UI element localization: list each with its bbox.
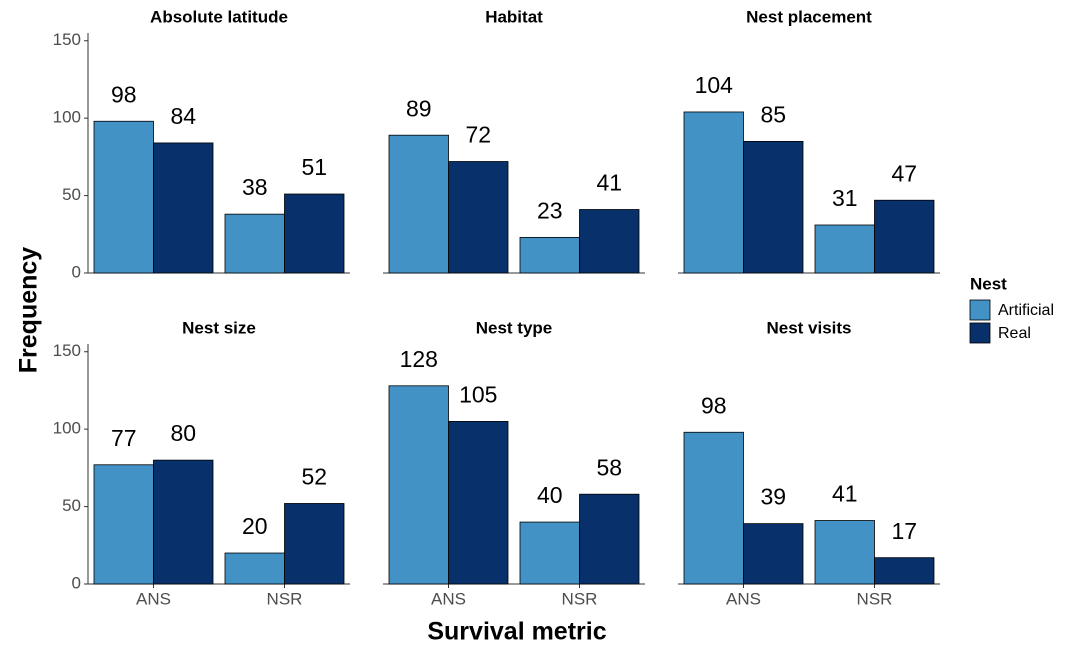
bar [224, 213, 285, 274]
value-label: 80 [170, 420, 196, 446]
panel-title: Nest placement [746, 7, 872, 26]
bar [683, 431, 744, 585]
bar [519, 521, 580, 585]
value-label: 17 [891, 518, 917, 544]
bar [814, 224, 875, 274]
x-tick-label: ANS [726, 589, 761, 608]
value-label: 105 [459, 381, 497, 407]
legend-title: Nest [970, 274, 1007, 293]
bar [284, 503, 345, 585]
value-label: 84 [170, 103, 196, 129]
bar [814, 520, 875, 585]
value-label: 47 [891, 160, 917, 186]
value-label: 38 [242, 174, 268, 200]
bar [448, 161, 509, 274]
bar [743, 523, 804, 585]
value-label: 31 [832, 185, 858, 211]
value-label: 39 [760, 484, 786, 510]
bar [448, 421, 509, 585]
panel-title: Habitat [485, 7, 543, 26]
value-label: 128 [400, 346, 438, 372]
bar [388, 134, 449, 274]
value-label: 104 [695, 72, 734, 98]
bar [579, 493, 640, 585]
value-label: 51 [301, 154, 327, 180]
legend-swatch [969, 322, 991, 344]
y-tick-label: 50 [62, 496, 81, 515]
bar [93, 120, 154, 274]
value-label: 41 [832, 481, 858, 507]
bar [683, 111, 744, 274]
value-label: 98 [111, 81, 137, 107]
y-axis-title: Frequency [15, 247, 43, 374]
value-label: 98 [701, 392, 727, 418]
bar [743, 140, 804, 274]
bar [153, 459, 214, 585]
y-tick-label: 100 [53, 108, 81, 127]
panel-title: Nest type [476, 318, 553, 337]
bar [93, 464, 154, 585]
value-label: 52 [301, 464, 327, 490]
bar [519, 236, 580, 274]
bar [388, 385, 449, 585]
y-tick-label: 150 [53, 341, 81, 360]
value-label: 85 [760, 101, 786, 127]
value-label: 72 [465, 122, 491, 148]
y-tick-label: 100 [53, 419, 81, 438]
y-tick-label: 0 [72, 262, 81, 281]
value-label: 41 [596, 170, 622, 196]
bar [874, 557, 935, 585]
x-tick-label: ANS [136, 589, 171, 608]
x-tick-label: NSR [562, 589, 598, 608]
panel-title: Nest size [182, 318, 256, 337]
value-label: 23 [537, 197, 563, 223]
bar [579, 209, 640, 274]
legend-label: Real [998, 325, 1031, 342]
panel-title: Nest visits [766, 318, 851, 337]
y-tick-label: 50 [62, 185, 81, 204]
legend-swatch [969, 299, 991, 321]
value-label: 20 [242, 513, 268, 539]
panel-title: Absolute latitude [150, 7, 288, 26]
bar [224, 552, 285, 585]
bar [153, 142, 214, 274]
x-tick-label: NSR [267, 589, 303, 608]
value-label: 89 [406, 95, 432, 121]
value-label: 40 [537, 482, 563, 508]
bar [874, 199, 935, 274]
y-tick-label: 0 [72, 573, 81, 592]
y-tick-label: 150 [53, 30, 81, 49]
x-axis-title: Survival metric [427, 618, 606, 646]
bar [284, 193, 345, 274]
x-tick-label: NSR [857, 589, 893, 608]
value-label: 77 [111, 425, 137, 451]
x-tick-label: ANS [431, 589, 466, 608]
legend-label: Artificial [998, 302, 1054, 319]
value-label: 58 [596, 454, 622, 480]
